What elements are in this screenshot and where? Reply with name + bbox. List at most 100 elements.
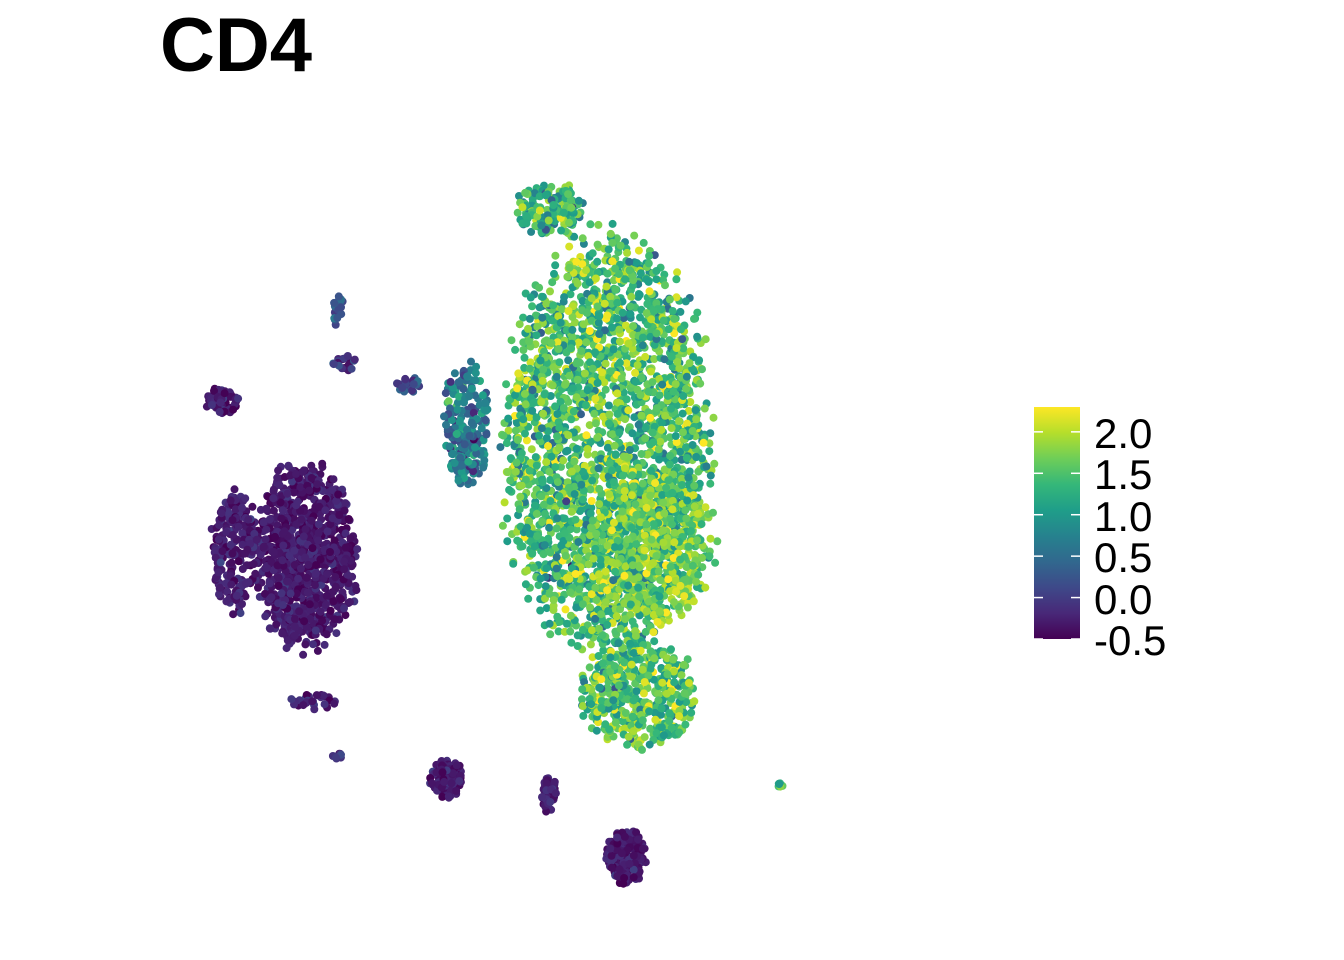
cell-point — [478, 391, 487, 400]
cell-point — [518, 203, 527, 212]
cell-point — [676, 555, 685, 564]
cell-point — [560, 293, 569, 302]
cell-point — [670, 598, 678, 607]
cell-point — [690, 502, 699, 511]
cell-point — [577, 410, 585, 419]
cell-point — [661, 411, 670, 420]
cell-point — [548, 278, 557, 287]
cell-point — [341, 499, 350, 508]
cell-point — [539, 550, 548, 559]
cell-point — [645, 287, 654, 296]
cell-point — [688, 441, 697, 449]
cell-point — [588, 476, 597, 485]
cell-point — [440, 412, 448, 421]
cell-point — [606, 229, 615, 238]
cell-point — [503, 537, 512, 546]
cell-point — [340, 557, 349, 566]
cell-point — [652, 275, 661, 284]
cell-point — [658, 678, 667, 687]
cell-point — [636, 269, 645, 278]
cell-point — [687, 527, 695, 535]
cell-point — [603, 311, 612, 320]
cell-point — [679, 392, 688, 400]
cell-point — [587, 700, 596, 709]
cell-point — [574, 338, 583, 347]
cell-point — [542, 458, 551, 467]
cell-point — [608, 430, 617, 439]
cell-point — [559, 208, 568, 217]
cell-point — [555, 358, 564, 367]
cell-point — [574, 554, 583, 563]
cell-point — [604, 401, 613, 410]
cell-point — [618, 507, 627, 516]
cell-point — [677, 671, 686, 680]
cell-point — [595, 500, 604, 509]
cell-point — [482, 430, 491, 439]
cell-point — [571, 570, 580, 578]
cell-point — [615, 428, 624, 437]
cell-point — [566, 588, 575, 597]
cell-point — [519, 313, 528, 322]
cell-point — [673, 268, 682, 277]
cell-point — [570, 490, 579, 499]
cell-point — [613, 298, 622, 307]
cell-point — [679, 428, 687, 437]
cell-point — [587, 294, 596, 303]
cell-point — [654, 696, 663, 705]
cell-point — [567, 467, 576, 476]
cell-point — [336, 595, 345, 604]
cell-point — [649, 520, 658, 529]
cell-point — [662, 689, 671, 698]
cell-point — [672, 587, 681, 596]
cell-point — [517, 481, 526, 490]
cell-point — [305, 486, 314, 495]
cluster-6 — [207, 485, 262, 619]
cell-point — [549, 201, 558, 209]
cell-point — [660, 355, 669, 364]
cell-point — [686, 398, 695, 406]
cell-point — [479, 463, 488, 472]
cluster-2 — [513, 181, 587, 238]
cell-point — [292, 469, 300, 478]
cell-point — [600, 299, 609, 308]
cell-point — [598, 368, 607, 377]
cell-point — [593, 433, 602, 442]
cell-point — [616, 241, 625, 250]
cell-point — [282, 644, 291, 653]
cell-point — [539, 365, 548, 374]
cell-point — [662, 484, 671, 492]
cell-point — [577, 347, 586, 355]
cell-point — [542, 564, 551, 573]
cell-point — [304, 560, 313, 569]
cell-point — [277, 589, 286, 598]
cell-point — [328, 514, 337, 523]
cell-point — [651, 715, 660, 724]
cell-point — [638, 665, 647, 674]
cell-point — [678, 481, 686, 489]
cell-point — [623, 740, 632, 749]
cell-point — [642, 309, 651, 318]
cell-point — [536, 574, 545, 583]
cell-point — [556, 318, 565, 327]
cell-point — [554, 345, 563, 353]
cell-point — [551, 261, 560, 270]
cell-point — [656, 437, 665, 446]
cell-point — [591, 274, 600, 283]
cell-point — [655, 592, 664, 601]
cell-point — [595, 312, 604, 320]
cell-point — [542, 434, 551, 442]
cell-point — [540, 541, 549, 550]
cell-point — [344, 515, 353, 523]
cell-point — [532, 461, 541, 470]
cell-point — [274, 466, 283, 475]
cell-point — [298, 467, 307, 476]
cell-point — [301, 640, 310, 649]
cell-point — [331, 573, 340, 581]
cell-point — [565, 242, 574, 251]
cell-point — [463, 372, 472, 381]
cell-point — [571, 515, 580, 524]
cell-point — [682, 514, 691, 523]
cell-point — [295, 607, 304, 616]
cell-point — [637, 411, 646, 420]
cell-point — [609, 478, 618, 487]
